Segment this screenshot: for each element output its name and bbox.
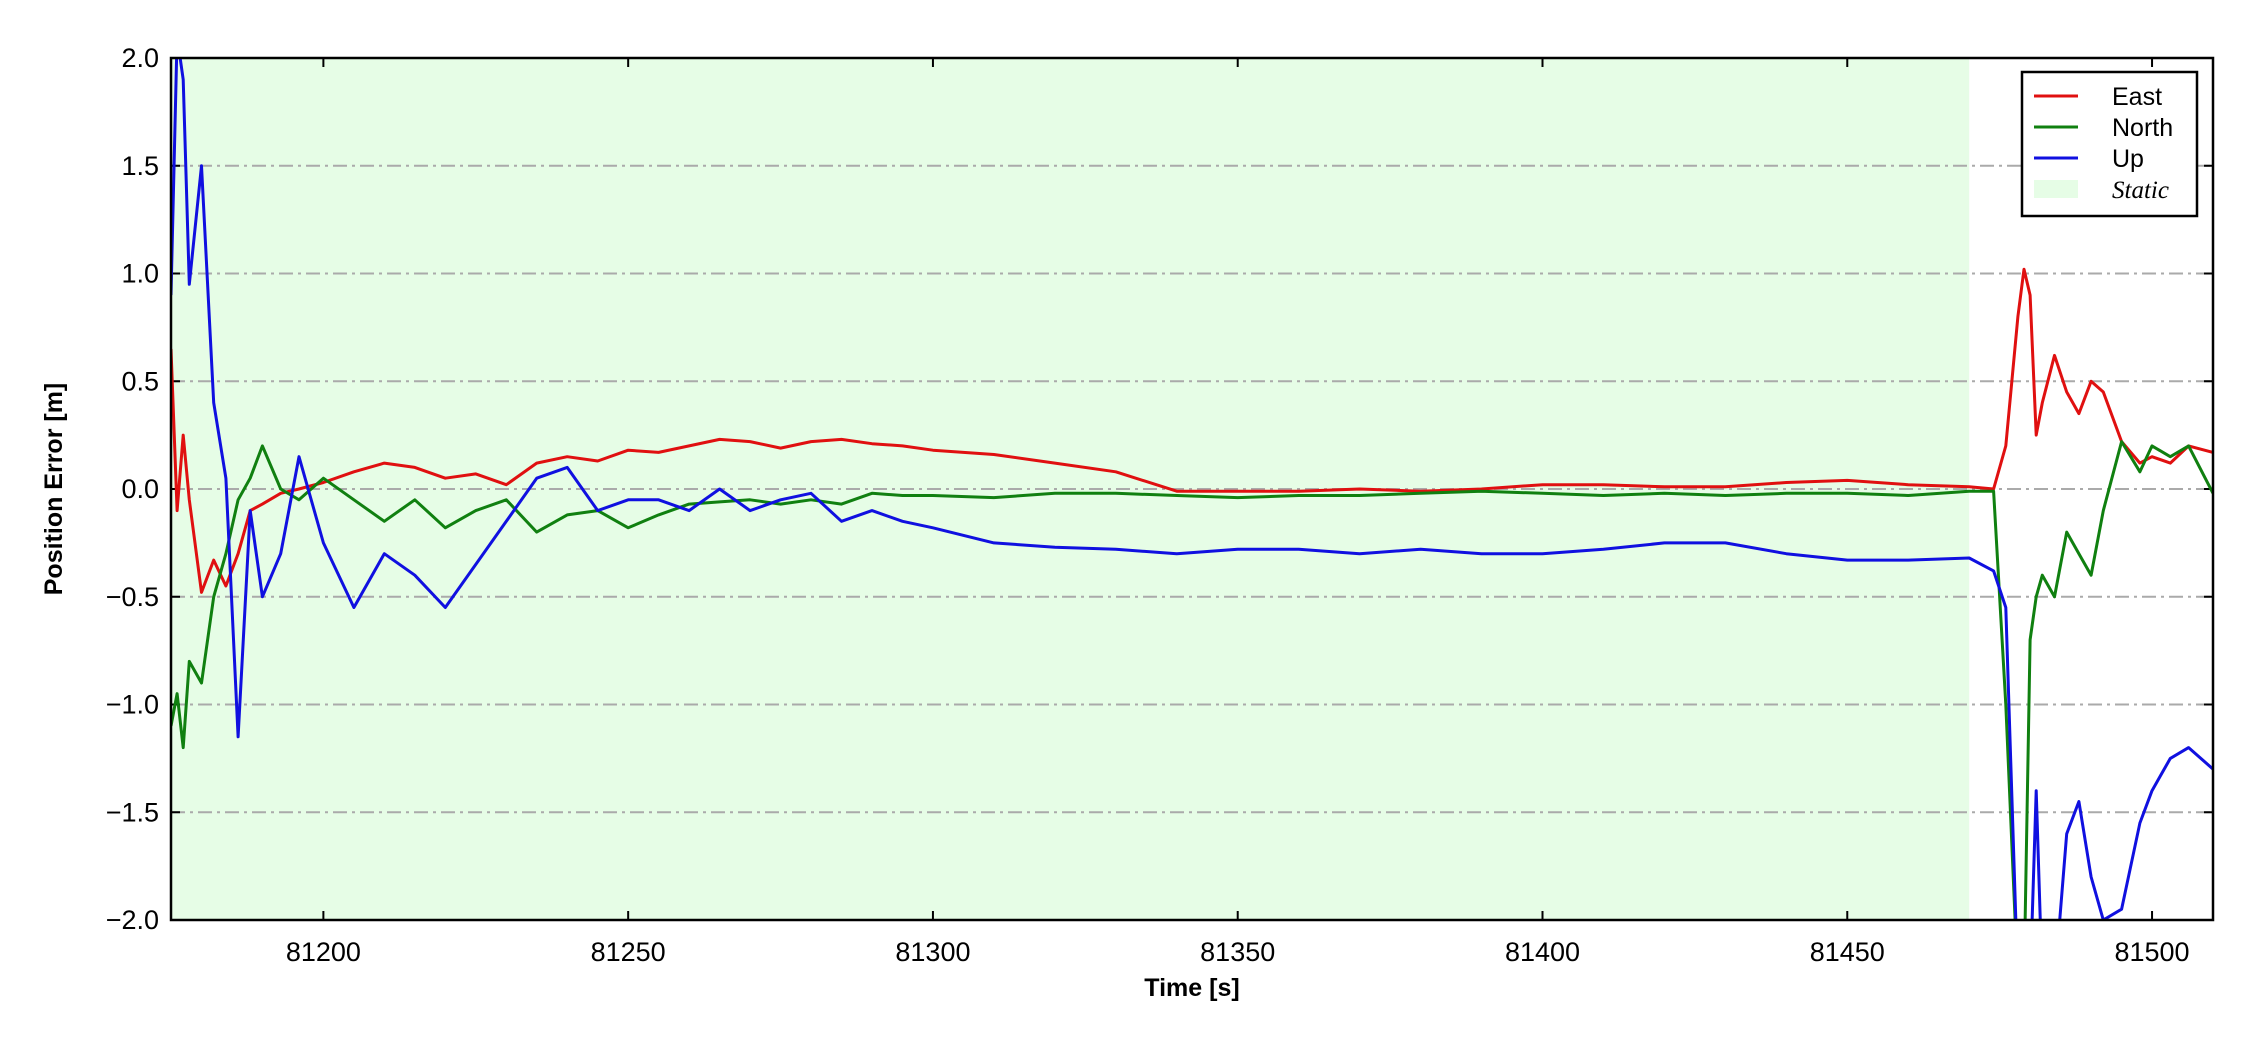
y-tick-label: 1.0: [121, 259, 159, 289]
plot-lines: [171, 58, 2213, 920]
y-tick-label: −0.5: [106, 582, 159, 612]
x-tick-label: 81200: [286, 937, 361, 967]
y-tick-label: −1.0: [106, 690, 159, 720]
y-axis-label: Position Error [m]: [40, 383, 68, 596]
y-tick-label: −1.5: [106, 797, 159, 827]
legend-label: North: [2112, 114, 2173, 142]
legend-label: Up: [2112, 145, 2144, 173]
y-tick-label: 0.0: [121, 474, 159, 504]
x-tick-label: 81250: [591, 937, 666, 967]
series-line: [171, 58, 2213, 920]
x-tick-label: 81450: [1810, 937, 1885, 967]
plot-frame: [169, 56, 2215, 922]
x-tick-label: 81300: [895, 937, 970, 967]
legend-swatch: [2034, 180, 2078, 198]
y-tick-label: −2.0: [106, 905, 159, 935]
series-line: [171, 267, 2213, 594]
y-tick-label: 2.0: [121, 43, 159, 73]
legend-label: East: [2112, 83, 2162, 111]
x-axis-label: Time [s]: [1144, 974, 1239, 1002]
series-line: [171, 440, 2213, 920]
legend-label: Static: [2112, 177, 2169, 204]
x-tick-label: 81350: [1200, 937, 1275, 967]
y-tick-label: 0.5: [121, 366, 159, 396]
x-tick-label: 81400: [1505, 937, 1580, 967]
x-tick-label: 81500: [2114, 937, 2189, 967]
y-tick-label: 1.5: [121, 151, 159, 181]
